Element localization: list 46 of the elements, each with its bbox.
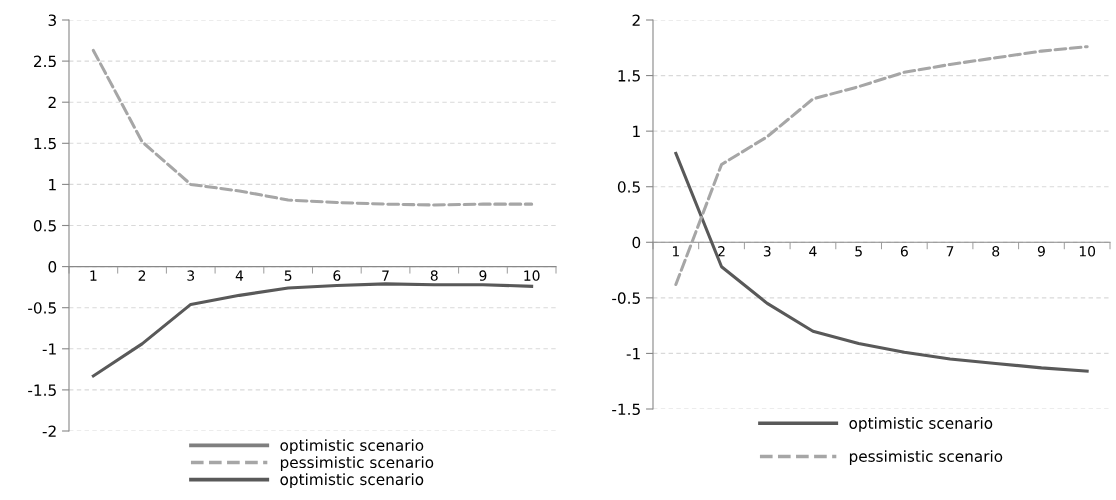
line-series bbox=[91, 48, 534, 207]
legend-label: pessimistic scenario bbox=[849, 450, 1003, 465]
y-tick-label: -1 bbox=[626, 348, 640, 360]
y-tick-label: 2 bbox=[632, 14, 640, 26]
y-tick-label: -2 bbox=[42, 425, 56, 437]
x-tick-label: 1 bbox=[672, 246, 679, 257]
y-tick-label: 0 bbox=[48, 261, 57, 273]
x-tick-label: 3 bbox=[187, 270, 195, 281]
x-tick-label: 4 bbox=[235, 270, 244, 281]
y-tick-label: 2.5 bbox=[34, 55, 56, 68]
y-tick-label: 1 bbox=[49, 179, 56, 191]
y-tick-label: -0.5 bbox=[612, 292, 640, 304]
y-tick-label: 1.5 bbox=[618, 70, 640, 82]
x-tick-label: 6 bbox=[333, 270, 341, 281]
legend-label: optimistic scenario bbox=[849, 417, 993, 432]
x-tick-label: 2 bbox=[718, 246, 725, 257]
line-series bbox=[91, 282, 534, 378]
x-tick-label: 7 bbox=[382, 270, 389, 281]
y-tick-label: 0 bbox=[632, 236, 641, 249]
x-tick-label: 10 bbox=[1079, 246, 1096, 257]
legend-label: optimistic scenario bbox=[280, 473, 424, 489]
y-tick-label: 0.5 bbox=[617, 181, 640, 193]
x-tick-label: 9 bbox=[479, 270, 487, 281]
y-tick-label: 1 bbox=[633, 125, 640, 137]
y-tick-label: 2 bbox=[48, 96, 56, 108]
y-tick-label: -1.5 bbox=[28, 384, 56, 396]
y-tick-label: 0.5 bbox=[33, 219, 56, 232]
legend-label: optimistic scenario bbox=[280, 439, 424, 454]
x-tick-label: 3 bbox=[763, 246, 771, 257]
x-tick-label: 5 bbox=[855, 246, 862, 257]
y-tick-label: -1.5 bbox=[612, 403, 640, 416]
x-tick-label: 9 bbox=[1037, 246, 1045, 257]
x-tick-label: 4 bbox=[809, 246, 817, 257]
x-tick-label: 6 bbox=[900, 246, 908, 257]
x-tick-label: 8 bbox=[430, 270, 438, 281]
x-tick-label: 10 bbox=[524, 270, 540, 281]
x-tick-label: 2 bbox=[138, 270, 146, 281]
x-tick-label: 7 bbox=[946, 246, 954, 257]
y-tick-label: -1 bbox=[42, 343, 56, 355]
y-tick-label: -0.5 bbox=[28, 302, 56, 314]
x-tick-label: 1 bbox=[90, 270, 97, 281]
y-tick-label: 3 bbox=[48, 14, 56, 27]
x-tick-label: 8 bbox=[992, 246, 1000, 257]
legend-label: pessimistic scenario bbox=[280, 456, 434, 472]
y-tick-label: 1.5 bbox=[34, 137, 56, 150]
x-tick-label: 5 bbox=[284, 270, 292, 281]
